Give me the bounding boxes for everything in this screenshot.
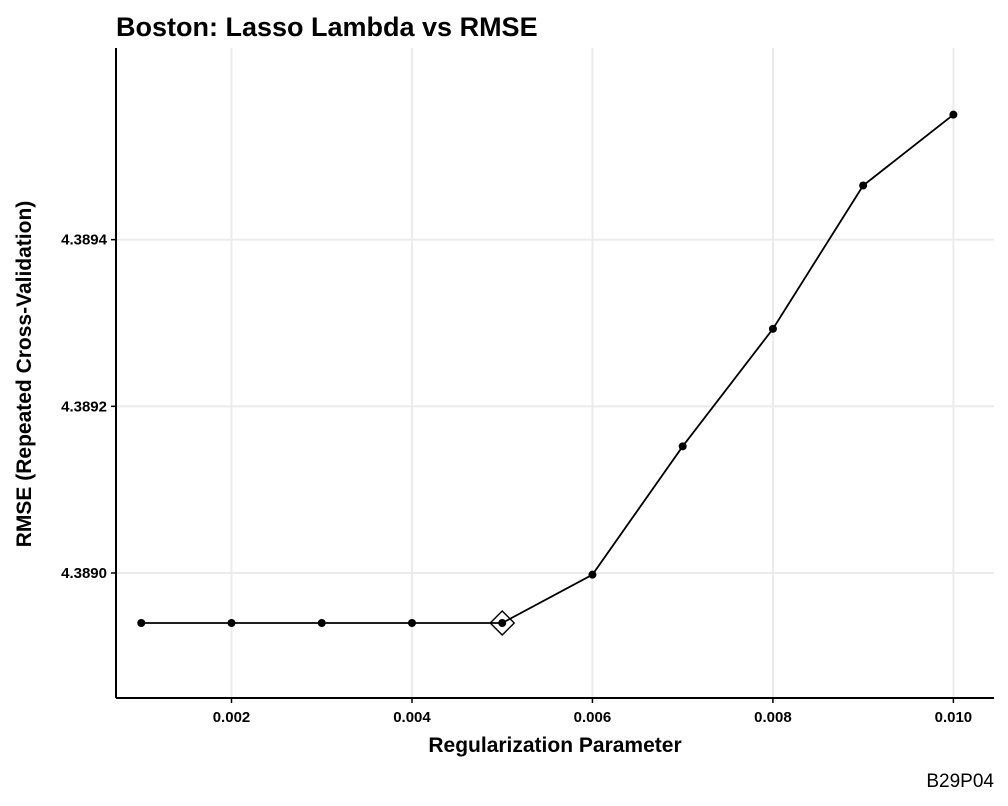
x-tick-label: 0.002: [213, 709, 251, 726]
data-point: [588, 570, 597, 579]
x-tick-label: 0.010: [935, 709, 973, 726]
data-point: [678, 442, 687, 451]
series: [137, 110, 958, 636]
y-tick-label: 4.3894: [61, 232, 108, 249]
chart-title: Boston: Lasso Lambda vs RMSE: [116, 12, 538, 42]
data-point: [317, 619, 326, 627]
x-tick-label: 0.008: [754, 709, 792, 726]
x-axis-title: Regularization Parameter: [428, 734, 681, 757]
data-point: [859, 181, 868, 190]
y-tick-label: 4.3890: [61, 565, 107, 582]
grid-lines: [116, 48, 994, 698]
data-point: [137, 619, 146, 627]
tick-labels: 0.002 0.004 0.006 0.008 0.010 4.3890 4.3892 4.3…: [61, 232, 972, 726]
x-tick-label: 0.004: [393, 709, 431, 726]
best-lambda-marker: [489, 610, 516, 636]
data-point: [227, 619, 236, 627]
series-line: [141, 113, 954, 624]
data-point: [768, 324, 777, 333]
y-axis-title: RMSE (Repeated Cross-Validation): [13, 201, 36, 548]
axes: [111, 48, 994, 703]
y-tick-label: 4.3892: [61, 398, 107, 415]
x-tick-label: 0.006: [574, 709, 612, 726]
caption: B29P04: [926, 771, 994, 792]
data-point: [498, 619, 507, 627]
data-point: [407, 619, 416, 627]
data-point: [949, 110, 958, 119]
